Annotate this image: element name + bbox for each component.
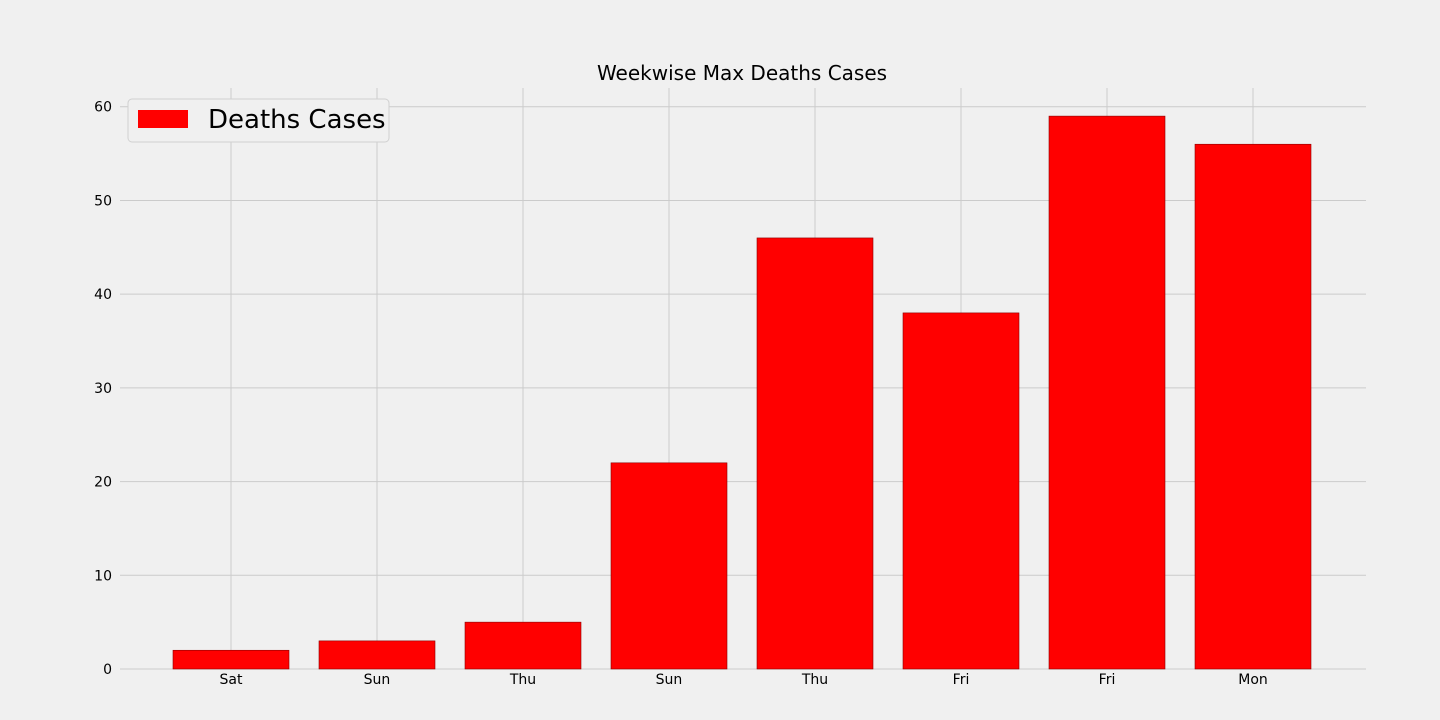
grid-lines <box>120 88 1366 670</box>
y-tick-label: 50 <box>94 193 112 209</box>
legend-swatch <box>138 110 188 128</box>
bar <box>756 237 874 670</box>
x-tick-label: Fri <box>1099 672 1116 688</box>
bar <box>318 640 436 670</box>
x-axis-tick-labels: Sat Sun Thu Sun Thu Fri Fri Mon <box>220 672 1268 688</box>
x-tick-label: Thu <box>801 672 828 688</box>
bar <box>1048 115 1166 670</box>
x-tick-label: Thu <box>509 672 536 688</box>
x-tick-label: Mon <box>1238 672 1268 688</box>
bar <box>464 621 582 670</box>
y-tick-label: 40 <box>94 287 112 303</box>
chart-title: Weekwise Max Deaths Cases <box>597 61 887 85</box>
x-tick-label: Sun <box>656 672 683 688</box>
legend-label: Deaths Cases <box>208 105 386 135</box>
x-tick-label: Fri <box>953 672 970 688</box>
y-tick-label: 60 <box>94 100 112 116</box>
y-tick-label: 20 <box>94 475 112 491</box>
legend: Deaths Cases <box>127 98 390 143</box>
x-tick-label: Sat <box>220 672 243 688</box>
bars <box>172 115 1312 670</box>
y-tick-label: 30 <box>94 381 112 397</box>
legend-frame <box>127 98 390 143</box>
y-tick-label: 10 <box>94 568 112 584</box>
y-axis-tick-labels: 0 10 20 30 40 50 60 <box>94 100 112 678</box>
bar <box>902 312 1020 670</box>
y-tick-label: 0 <box>103 662 112 678</box>
bar <box>1194 143 1312 670</box>
bar <box>610 462 728 670</box>
bar <box>172 649 290 670</box>
x-tick-label: Sun <box>364 672 391 688</box>
